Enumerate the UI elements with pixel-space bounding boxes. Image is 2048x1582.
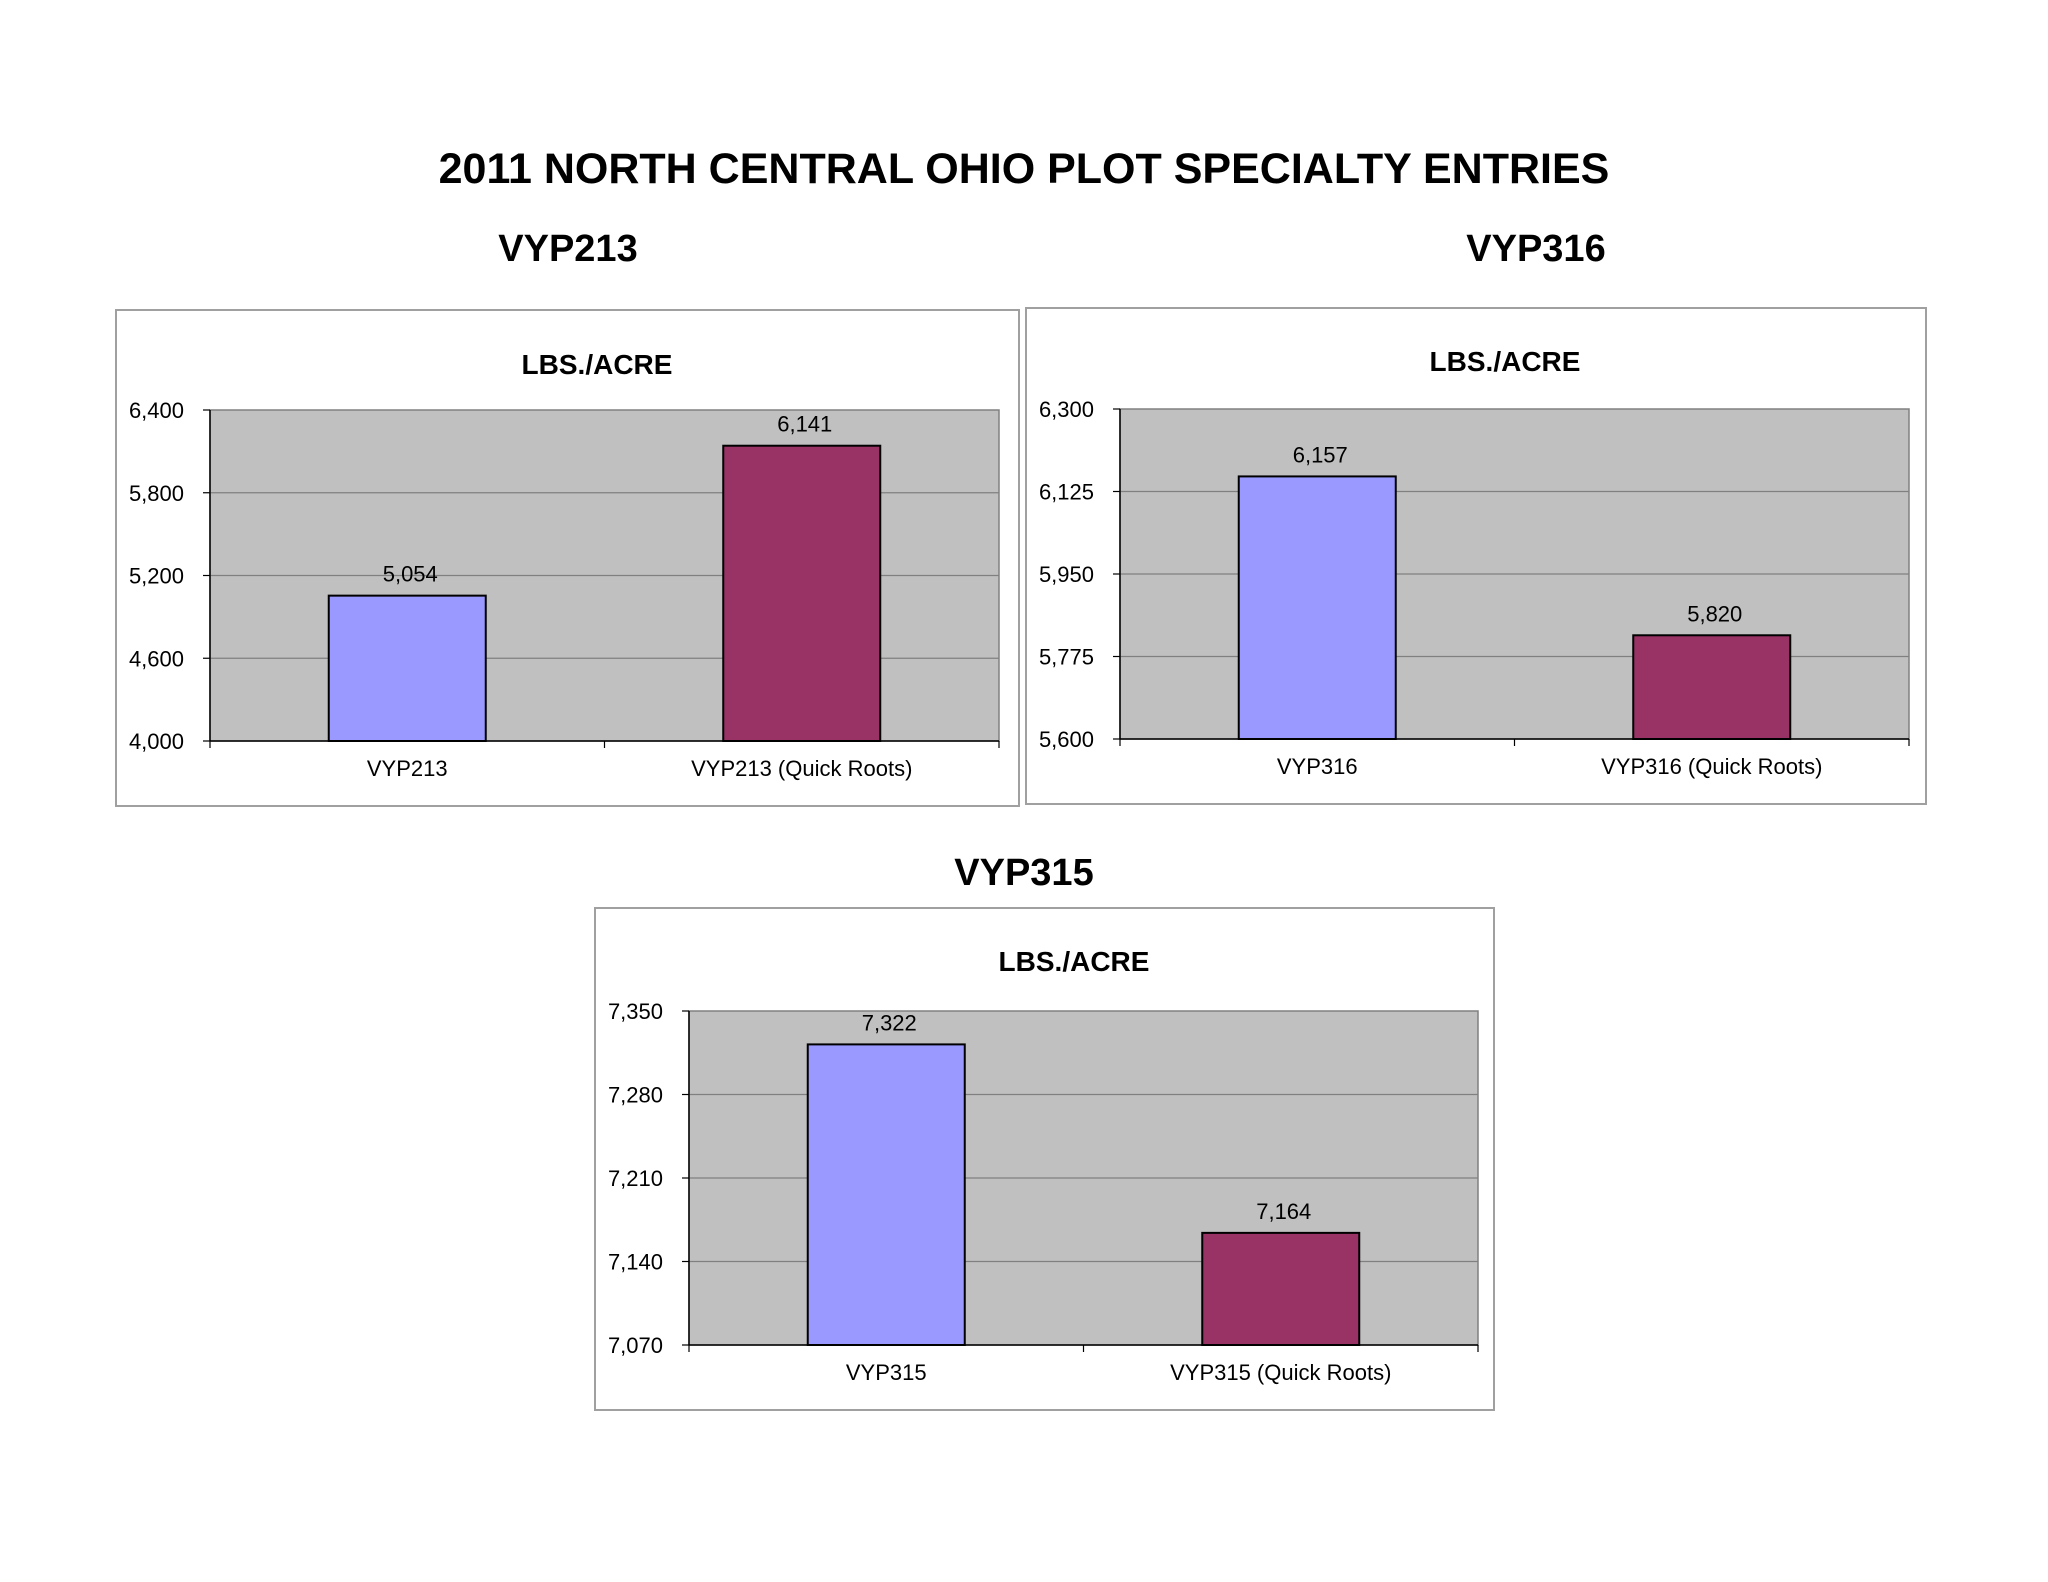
x-category-label: VYP213 bbox=[367, 756, 448, 781]
chart-vyp316-svg: LBS./ACRE 5,600 5,775 5,950 6,125 6,300 6,157 V… bbox=[1039, 346, 1910, 779]
y-tick-label: 6,400 bbox=[129, 398, 184, 423]
chart-title: LBS./ACRE bbox=[522, 349, 673, 380]
section-title-vyp316: VYP316 bbox=[1466, 228, 1606, 270]
y-tick-label: 7,280 bbox=[608, 1083, 663, 1108]
section-title-vyp315: VYP315 bbox=[954, 852, 1094, 894]
chart-vyp213: LBS./ACRE 4,000 4,600 5,200 5,800 6,400 5,054 V… bbox=[115, 309, 1020, 807]
y-tick-label: 4,000 bbox=[129, 729, 184, 754]
y-tick-label: 7,140 bbox=[608, 1250, 663, 1275]
data-label: 5,054 bbox=[383, 562, 438, 587]
y-tick-label: 5,200 bbox=[129, 564, 184, 589]
chart-title: LBS./ACRE bbox=[1430, 346, 1581, 377]
x-category-label: VYP315 bbox=[846, 1360, 927, 1385]
bar-quick-roots bbox=[722, 444, 882, 742]
chart-vyp316: LBS./ACRE 5,600 5,775 5,950 6,125 6,300 6,157 V… bbox=[1025, 307, 1927, 805]
x-category-label: VYP213 (Quick Roots) bbox=[691, 756, 912, 781]
y-tick-label: 7,210 bbox=[608, 1166, 663, 1191]
bar-standard bbox=[1237, 475, 1397, 741]
data-label: 6,157 bbox=[1293, 442, 1348, 467]
y-tick-label: 7,070 bbox=[608, 1333, 663, 1358]
bar-quick-roots bbox=[1201, 1231, 1361, 1346]
chart-vyp315-svg: LBS./ACRE 7,070 7,140 7,210 7,280 7,350 7,322 V… bbox=[608, 946, 1479, 1385]
y-tick-label: 6,300 bbox=[1039, 397, 1094, 422]
data-label: 5,820 bbox=[1687, 601, 1742, 626]
chart-title: LBS./ACRE bbox=[999, 946, 1150, 977]
x-category-label: VYP316 (Quick Roots) bbox=[1601, 754, 1822, 779]
page-title: 2011 NORTH CENTRAL OHIO PLOT SPECIALTY E… bbox=[438, 145, 1610, 193]
data-label: 6,141 bbox=[777, 412, 832, 437]
y-tick-label: 5,775 bbox=[1039, 645, 1094, 670]
y-tick-label: 5,950 bbox=[1039, 562, 1094, 587]
y-tick-label: 7,350 bbox=[608, 999, 663, 1024]
x-category-label: VYP316 bbox=[1277, 754, 1358, 779]
y-tick-label: 6,125 bbox=[1039, 480, 1094, 505]
data-label: 7,164 bbox=[1256, 1199, 1311, 1224]
x-category-label: VYP315 (Quick Roots) bbox=[1170, 1360, 1391, 1385]
chart-vyp213-svg: LBS./ACRE 4,000 4,600 5,200 5,800 6,400 5,054 V… bbox=[129, 349, 1000, 781]
y-tick-label: 4,600 bbox=[129, 646, 184, 671]
bar-standard bbox=[327, 594, 487, 742]
y-tick-label: 5,600 bbox=[1039, 727, 1094, 752]
bar-standard bbox=[806, 1043, 966, 1346]
y-tick-label: 5,800 bbox=[129, 481, 184, 506]
bar-quick-roots bbox=[1632, 634, 1792, 740]
section-title-vyp213: VYP213 bbox=[498, 228, 638, 270]
data-label: 7,322 bbox=[862, 1010, 917, 1035]
chart-vyp315: LBS./ACRE 7,070 7,140 7,210 7,280 7,350 7,322 V… bbox=[594, 907, 1495, 1411]
